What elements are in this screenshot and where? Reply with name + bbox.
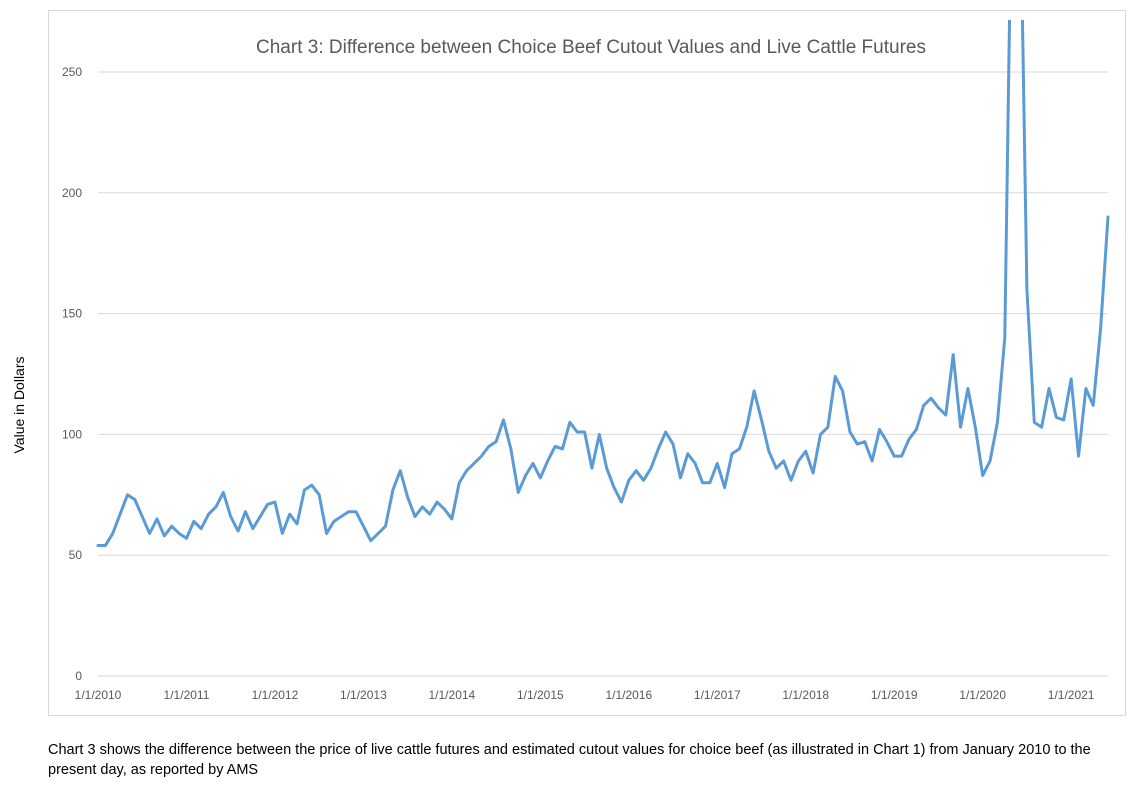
x-tick-label: 1/1/2011 <box>164 688 210 702</box>
y-tick-label: 50 <box>69 548 83 562</box>
y-tick-label: 250 <box>62 65 82 79</box>
x-axis-ticks: 1/1/2010 1/1/2011 1/1/2012 1/1/2013 1/1/2014… <box>75 688 1095 702</box>
x-tick-label: 1/1/2014 <box>429 688 476 702</box>
y-tick-label: 100 <box>62 427 82 441</box>
chart-caption: Chart 3 shows the difference between the… <box>48 742 1091 778</box>
x-tick-label: 1/1/2015 <box>517 688 564 702</box>
chart-frame <box>48 10 1126 716</box>
x-tick-label: 1/1/2019 <box>871 688 918 702</box>
x-tick-label: 1/1/2017 <box>694 688 741 702</box>
y-tick-label: 0 <box>75 669 82 683</box>
y-tick-label: 150 <box>62 307 82 321</box>
y-axis-ticks: 0 50 100 150 200 250 <box>62 65 82 683</box>
chart-title: Chart 3: Difference between Choice Beef … <box>256 37 926 58</box>
x-tick-label: 1/1/2010 <box>75 688 122 702</box>
x-tick-label: 1/1/2016 <box>605 688 652 702</box>
y-axis-label: Value in Dollars <box>11 356 27 453</box>
x-tick-label: 1/1/2018 <box>782 688 829 702</box>
x-tick-label: 1/1/2012 <box>252 688 299 702</box>
y-tick-label: 200 <box>62 186 82 200</box>
x-tick-label: 1/1/2020 <box>959 688 1006 702</box>
x-tick-label: 1/1/2013 <box>340 688 387 702</box>
chart: Chart 3: Difference between Choice Beef … <box>11 20 1110 702</box>
x-tick-label: 1/1/2021 <box>1048 688 1095 702</box>
grid-lines <box>98 71 1108 677</box>
series-line <box>96 20 1110 548</box>
